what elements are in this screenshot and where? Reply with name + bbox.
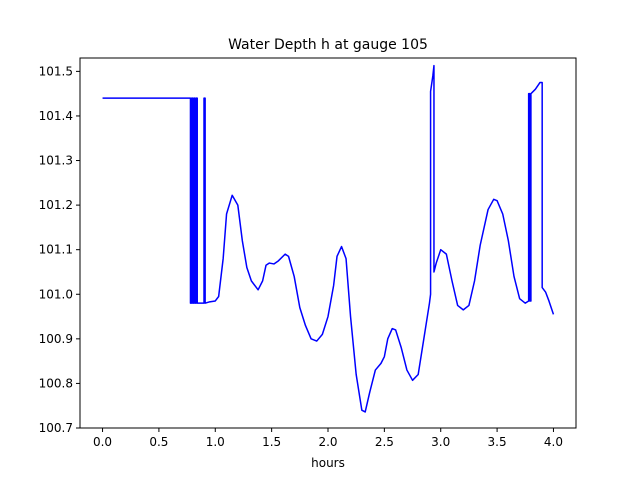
x-tick-label: 2.0 [318, 435, 337, 449]
chart-title: Water Depth h at gauge 105 [228, 37, 428, 53]
y-tick-label: 100.9 [39, 332, 73, 346]
x-axis-label: hours [311, 456, 345, 470]
y-tick-label: 101.0 [39, 287, 73, 301]
y-tick-label: 101.1 [39, 243, 73, 257]
x-axis: 0.0 0.5 1.0 1.5 2.0 2.5 3.0 3.5 4.0 [93, 428, 563, 449]
x-tick-label: 0.0 [93, 435, 112, 449]
x-tick-label: 4.0 [544, 435, 563, 449]
plot-area [102, 64, 555, 413]
y-tick-label: 101.3 [39, 154, 73, 168]
x-tick-label: 3.0 [431, 435, 450, 449]
x-tick-label: 3.5 [488, 435, 507, 449]
x-tick-label: 1.5 [262, 435, 281, 449]
plot-frame [79, 57, 577, 429]
x-tick-label: 0.5 [149, 435, 168, 449]
y-axis: 100.7 100.8 100.9 101.0 101.1 101.2 101.3 101.4… [39, 64, 80, 435]
series-line-0 [102, 64, 555, 413]
y-tick-label: 101.2 [39, 198, 73, 212]
y-tick-label: 101.5 [39, 64, 73, 78]
x-tick-label: 1.0 [206, 435, 225, 449]
x-tick-label: 2.5 [375, 435, 394, 449]
y-tick-label: 101.4 [39, 109, 73, 123]
y-tick-label: 100.7 [39, 421, 73, 435]
y-tick-label: 100.8 [39, 376, 73, 390]
